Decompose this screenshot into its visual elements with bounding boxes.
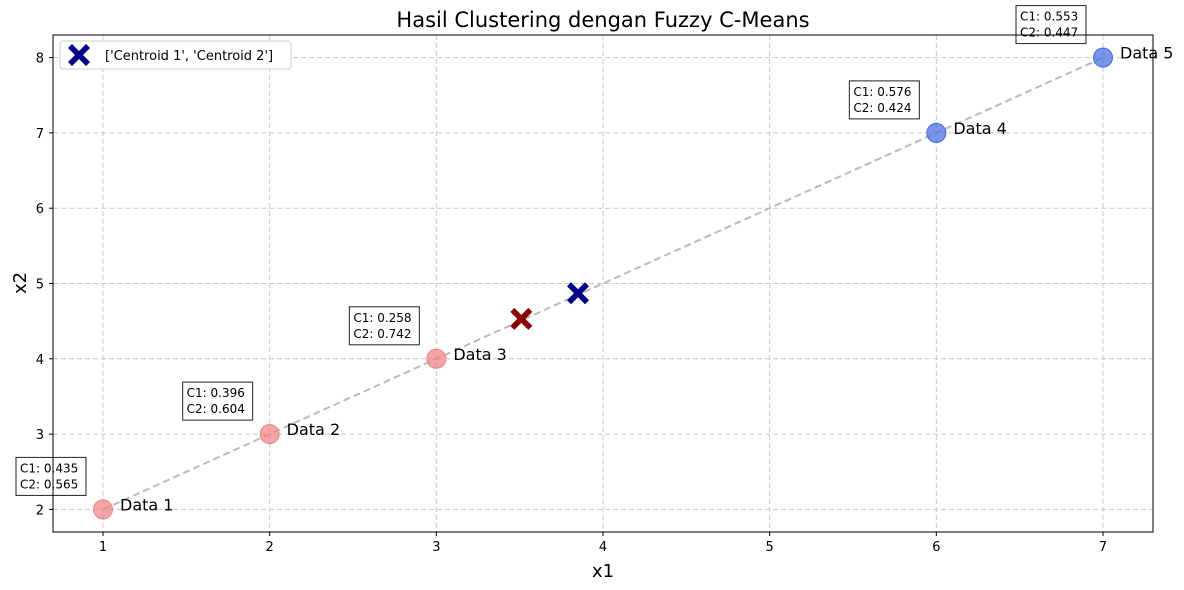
y-tick-label: 6 — [36, 202, 44, 217]
grid-layer — [53, 35, 1153, 532]
legend-box — [59, 40, 292, 70]
legend-entry: ['Centroid 1', 'Centroid 2'] — [105, 49, 273, 64]
membership-c1: C1: 0.435 — [20, 461, 78, 475]
y-axis-label: x2 — [10, 272, 31, 294]
legend: ['Centroid 1', 'Centroid 2'] — [59, 40, 292, 70]
x-tick-label: 5 — [766, 540, 774, 555]
membership-c2: C2: 0.447 — [1020, 26, 1078, 40]
membership-c1: C1: 0.258 — [353, 311, 411, 325]
membership-c2: C2: 0.424 — [853, 101, 911, 115]
data-point-label: Data 4 — [953, 119, 1006, 138]
x-tick-label: 6 — [932, 540, 940, 555]
y-tick-label: 4 — [36, 353, 44, 368]
data-point-label: Data 2 — [287, 420, 340, 439]
data-point — [1093, 47, 1113, 68]
data-point — [259, 424, 280, 445]
membership-box — [348, 306, 420, 346]
data-point — [426, 348, 447, 369]
x-tick-label: 4 — [599, 540, 607, 555]
centroid-layer — [510, 282, 589, 330]
membership-c2: C2: 0.742 — [353, 327, 411, 341]
x-tick-label: 2 — [266, 540, 274, 555]
legend-marker-centroid-icon — [68, 44, 90, 66]
x-axis-label: x1 — [592, 561, 614, 582]
y-tick-label: 3 — [36, 428, 44, 443]
centroid-marker — [510, 307, 533, 330]
data-point-label: Data 5 — [1120, 44, 1173, 63]
y-tick-label: 8 — [36, 52, 44, 67]
data-point-label: Data 3 — [453, 345, 506, 364]
y-tick-label: 7 — [36, 127, 44, 142]
membership-c2: C2: 0.565 — [20, 477, 78, 491]
chart-title: Hasil Clustering dengan Fuzzy C-Means — [396, 8, 809, 32]
y-tick-label: 5 — [36, 278, 44, 293]
x-tick-label: 1 — [99, 540, 107, 555]
membership-c1: C1: 0.396 — [187, 386, 245, 400]
annotation-layer: Data 1 C1: 0.435 C2: 0.565 Data 2 C1: 0.396 C… — [15, 5, 1173, 514]
membership-box — [1015, 5, 1087, 45]
membership-c2: C2: 0.604 — [187, 402, 245, 416]
x-tick-label: 7 — [1099, 540, 1107, 555]
membership-box — [848, 80, 920, 120]
membership-c1: C1: 0.553 — [1020, 10, 1078, 24]
membership-box — [15, 456, 87, 496]
tick-layer: 1 2 3 4 5 6 7 2 3 4 5 6 7 8 — [36, 52, 1107, 555]
data-point-label: Data 1 — [120, 495, 173, 514]
points-layer — [93, 47, 1113, 520]
membership-c1: C1: 0.576 — [853, 85, 911, 99]
data-point — [926, 122, 947, 143]
membership-box — [182, 381, 254, 421]
data-point — [93, 499, 113, 520]
centroid-marker — [567, 282, 589, 305]
y-tick-label: 2 — [36, 503, 44, 518]
x-tick-label: 3 — [432, 540, 440, 555]
